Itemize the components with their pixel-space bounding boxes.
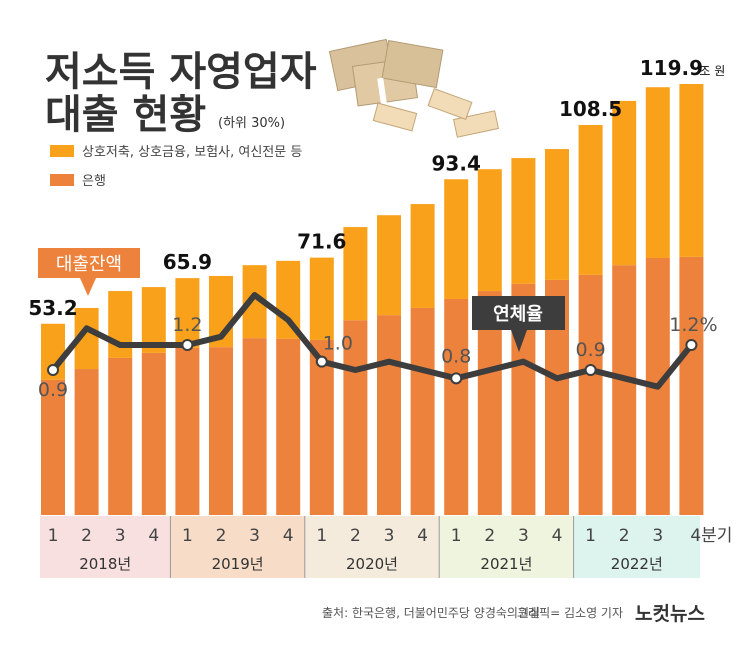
bar-bank (242, 338, 267, 515)
bar-bank (410, 307, 435, 515)
quarter-tick-label: 2 (81, 526, 92, 546)
quarter-tick-label: 3 (249, 526, 260, 546)
quarter-tick-label: 1 (451, 526, 462, 546)
quarter-tick-label: 4분기 (690, 526, 732, 546)
quarter-tick-label: 4 (552, 526, 563, 546)
rate-label: 0.9 (38, 379, 68, 401)
quarter-tick-label: 2 (216, 526, 227, 546)
logo: 노컷뉴스 (635, 603, 705, 625)
bar-bank (209, 347, 233, 515)
callout-delinquency-label: 연체율 (493, 304, 543, 325)
bar-bank (578, 274, 603, 515)
bar-bank (141, 352, 166, 515)
rate-label: 1.2 (172, 314, 202, 336)
delinquency-point (685, 339, 698, 352)
quarter-tick-label: 3 (384, 526, 395, 546)
bar-bank (679, 256, 704, 515)
legend: 상호저축, 상호금융, 보험사, 여신전문 등 은행 (50, 145, 302, 189)
bar-nonbank (175, 278, 200, 348)
quarter-tick-label: 4 (417, 526, 428, 546)
delinquency-point (584, 364, 597, 376)
bar-nonbank (410, 204, 435, 308)
bar-nonbank (477, 169, 502, 292)
bar-nonbank (578, 124, 603, 275)
total-label: 53.2 (28, 296, 77, 320)
callout-balance-label: 대출잔액 (56, 254, 122, 275)
bar-bank (175, 347, 200, 515)
year-label: 2020년 (346, 555, 398, 573)
delinquency-point (315, 355, 328, 368)
rate-label: 0.9 (575, 339, 605, 361)
page-title-line2: 대출 현황 (45, 92, 206, 138)
quarter-tick-label: 4 (148, 526, 159, 546)
delinquency-point (181, 339, 194, 352)
quarter-tick-label: 3 (518, 526, 529, 546)
title-note: (하위 30%) (218, 116, 285, 131)
bar-nonbank (545, 149, 569, 280)
delinquency-point (47, 364, 59, 376)
quarter-tick-label: 3 (652, 526, 663, 546)
total-label: 65.9 (163, 250, 212, 274)
bar-bank (343, 320, 368, 515)
quarter-tick-label: 4 (283, 526, 294, 546)
bar-bank (612, 265, 637, 515)
rate-label: 0.8 (441, 345, 471, 367)
legend-label-nonbank: 상호저축, 상호금융, 보험사, 여신전문 등 (82, 145, 302, 160)
money-stack-illustration (328, 38, 500, 138)
bar-bank (74, 369, 99, 515)
legend-label-bank: 은행 (82, 173, 106, 189)
legend-swatch-bank (50, 174, 74, 186)
year-band (170, 516, 305, 578)
source-text: 출처: 한국은행, 더불어민주당 양경숙의원실 (322, 605, 540, 620)
quarter-tick-label: 1 (585, 526, 596, 546)
bar-bank (377, 315, 401, 515)
year-band (304, 516, 440, 578)
quarter-tick-label: 2 (484, 526, 495, 546)
year-band (40, 516, 171, 578)
callout-delinquency: 연체율 (472, 296, 565, 352)
delinquency-point (450, 372, 463, 385)
bar-nonbank (141, 287, 166, 353)
credit-text: 그래픽= 김소영 기자 (517, 606, 623, 620)
quarter-tick-label: 3 (115, 526, 126, 546)
bar-bank (444, 298, 469, 515)
total-label: 71.6 (297, 230, 346, 254)
bar-nonbank (645, 87, 670, 258)
total-unit-label: 조 원 (699, 64, 725, 78)
quarter-tick-label: 1 (316, 526, 327, 546)
bar-bank (41, 379, 65, 515)
total-label: 108.5 (559, 97, 622, 121)
year-band (573, 516, 700, 578)
quarter-tick-label: 1 (48, 526, 59, 546)
bar-nonbank (309, 257, 334, 340)
bar-bank (309, 339, 334, 515)
page-title-line1: 저소득 자영업자 (45, 49, 317, 95)
legend-swatch-nonbank (50, 145, 74, 157)
bar-nonbank (377, 215, 401, 316)
bar-nonbank (679, 84, 704, 257)
bar-nonbank (343, 227, 368, 321)
bar-bank (276, 338, 301, 515)
year-label: 2018년 (79, 555, 131, 573)
bar-bank (108, 357, 133, 515)
year-label: 2021년 (480, 555, 532, 573)
quarter-tick-label: 2 (619, 526, 630, 546)
bar-nonbank (444, 179, 469, 299)
bar-nonbank (511, 158, 536, 284)
bar-nonbank (612, 100, 637, 266)
rate-label: 1.2% (669, 314, 717, 336)
year-label: 2019년 (212, 555, 264, 573)
year-label: 2022년 (611, 555, 663, 573)
year-band (439, 516, 574, 578)
total-label: 119.9 (640, 56, 703, 80)
quarter-tick-label: 1 (182, 526, 193, 546)
quarter-tick-label: 2 (350, 526, 361, 546)
callout-balance: 대출잔액 (38, 248, 140, 296)
total-label: 93.4 (432, 151, 481, 175)
rate-label: 1.0 (323, 333, 353, 355)
